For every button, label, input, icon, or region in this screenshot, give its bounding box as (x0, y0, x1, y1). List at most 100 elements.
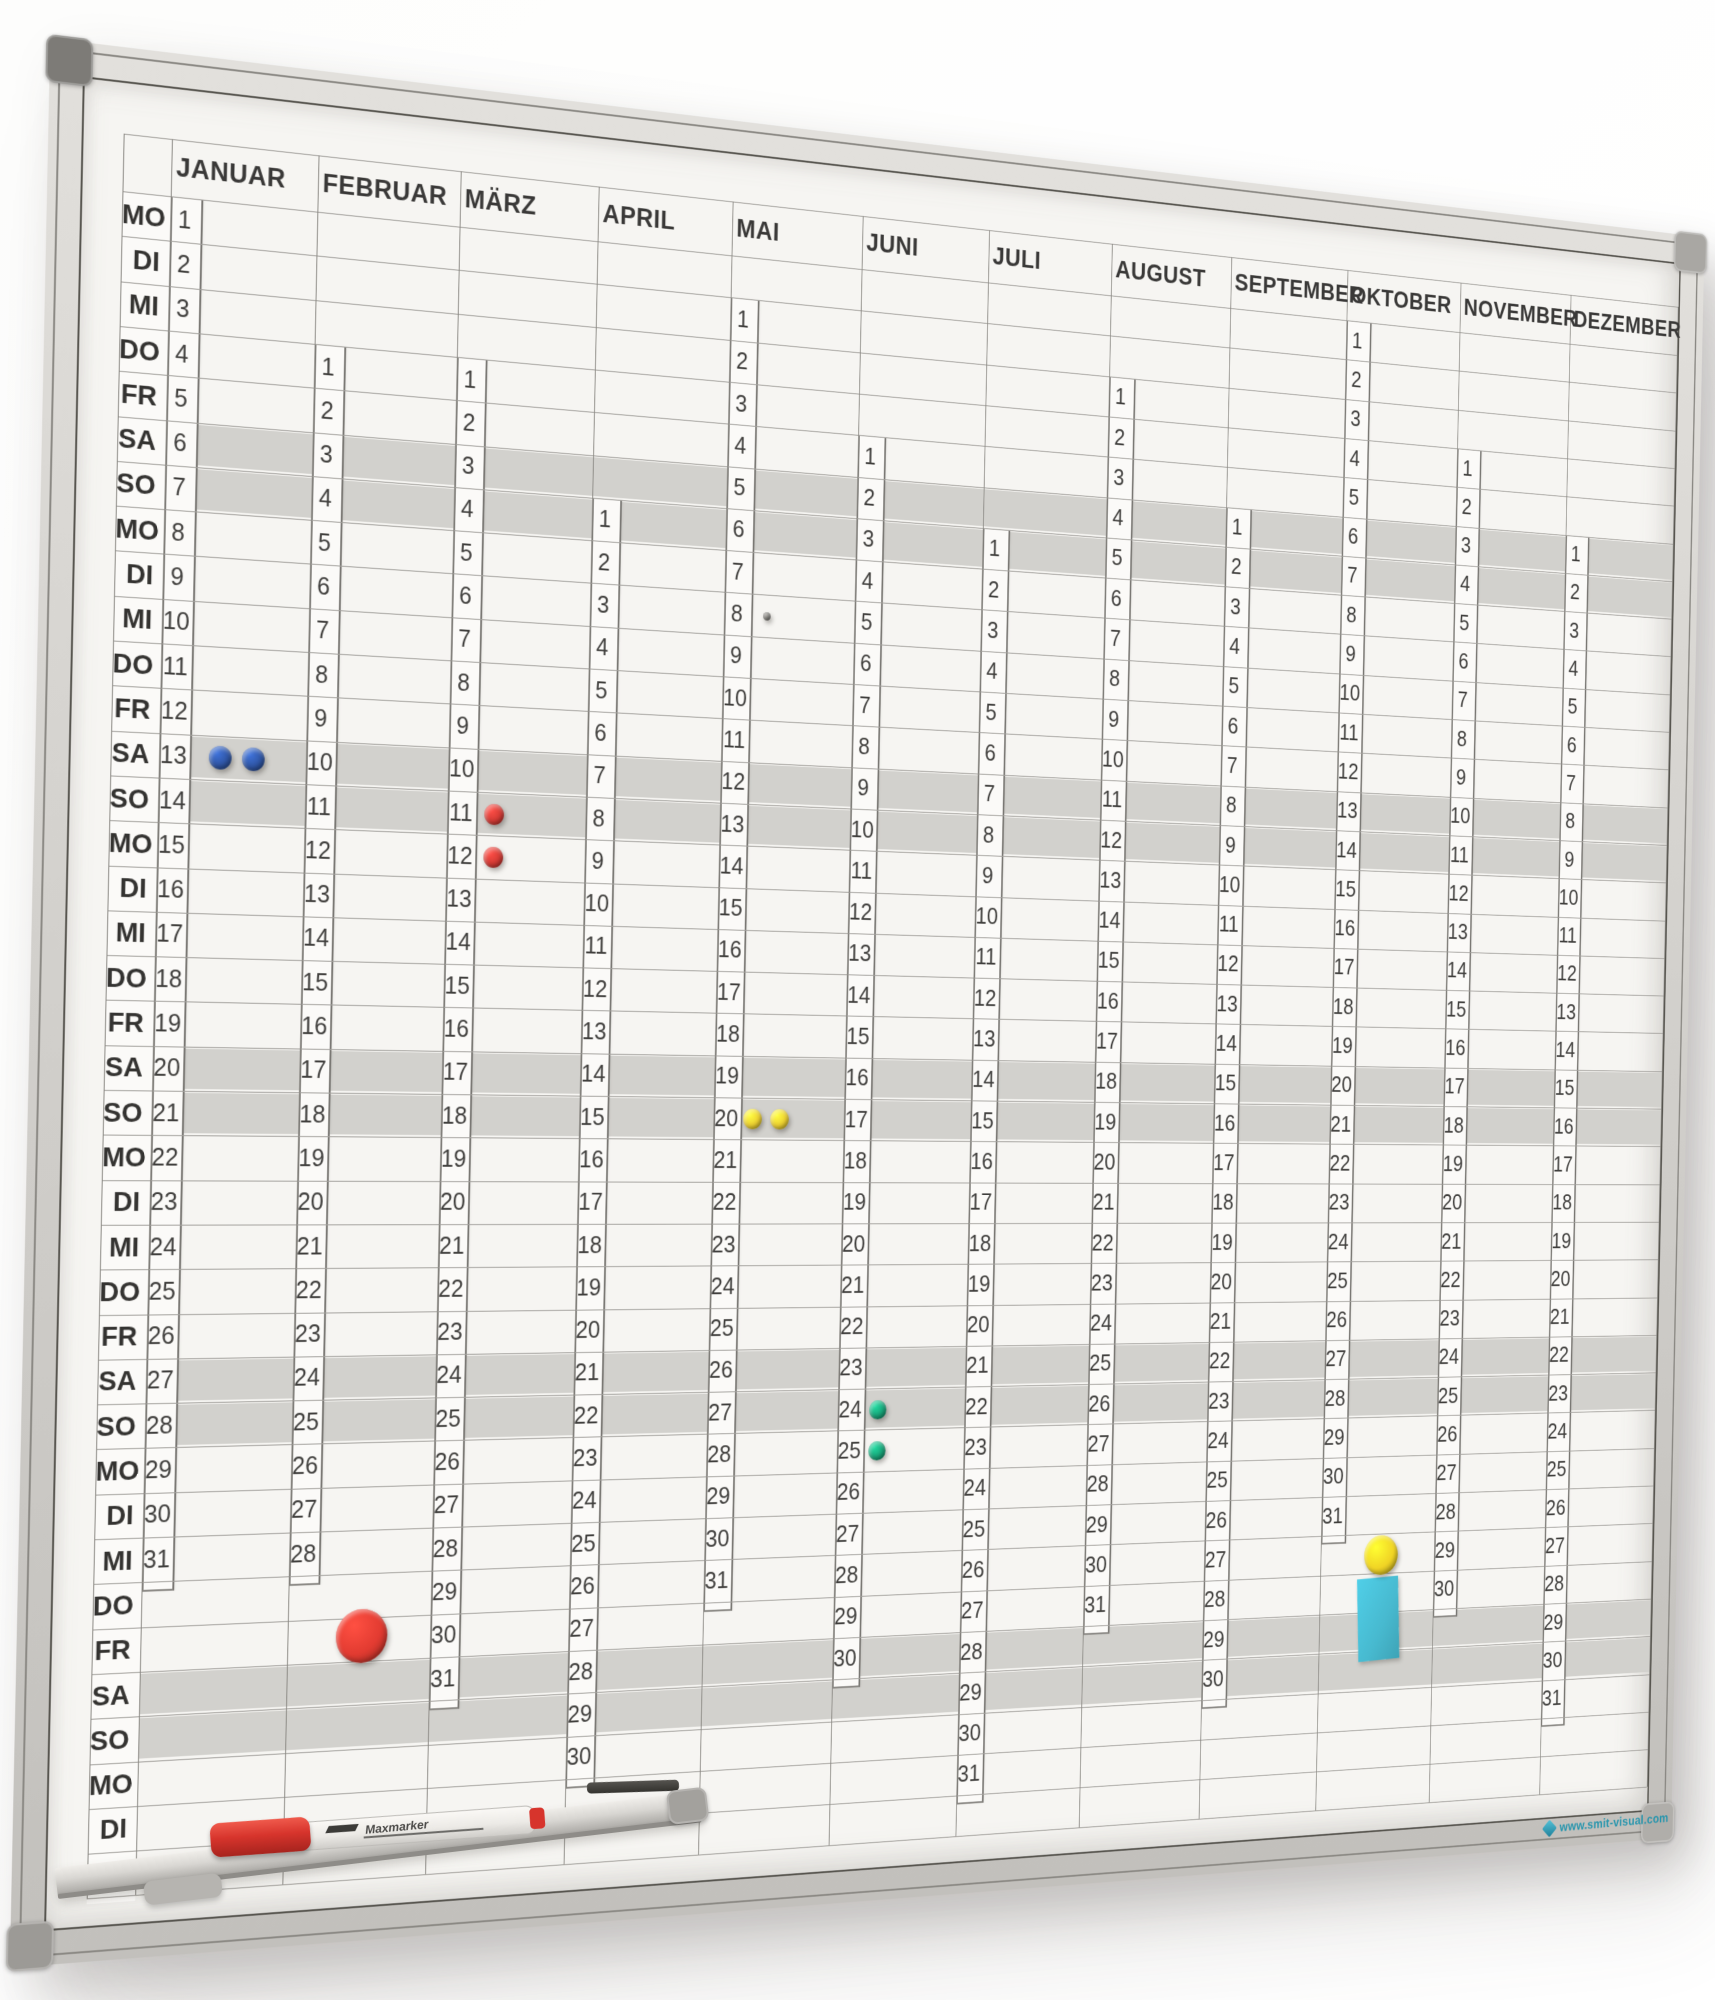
weekday-label: MO (88, 1768, 134, 1802)
day-cell-november-28: 28 (1435, 1499, 1456, 1525)
day-cell-november-17: 17 (1444, 1074, 1465, 1099)
day-cell-august-5: 5 (1111, 545, 1123, 572)
planner-board: MO DI MI DO FR SA SO MO DI MI DO FR SA SO MO DI MI DO FR SA… (5, 33, 1708, 1973)
day-cell-januar-26: 26 (147, 1322, 175, 1351)
day-cell-februar-21: 21 (296, 1232, 323, 1260)
day-cell-dezember-9: 9 (1564, 847, 1575, 872)
day-cell-juni-23: 23 (839, 1355, 863, 1382)
day-cell-januar-24: 24 (149, 1233, 177, 1261)
day-cell-dezember-3: 3 (1569, 618, 1580, 643)
day-cell-juli-6: 6 (984, 740, 997, 767)
day-cell-mai-26: 26 (708, 1357, 734, 1384)
day-cell-november-10: 10 (1450, 803, 1471, 829)
day-cell-oktober-16: 16 (1334, 916, 1356, 942)
day-cell-oktober-4: 4 (1349, 445, 1361, 472)
day-cell-februar-1: 1 (321, 352, 335, 382)
day-cell-juni-17: 17 (844, 1106, 869, 1133)
day-cell-april-24: 24 (571, 1487, 597, 1515)
day-cell-august-13: 13 (1099, 867, 1122, 894)
day-cell-märz-22: 22 (438, 1275, 464, 1303)
brand-diamond-icon (1542, 1819, 1557, 1838)
day-cell-dezember-20: 20 (1550, 1267, 1571, 1292)
day-cell-november-4: 4 (1459, 572, 1471, 597)
month-header-dezember: DEZEMBER (1573, 306, 1682, 343)
day-cell-februar-20: 20 (297, 1188, 324, 1216)
day-cell-mai-10: 10 (722, 684, 748, 712)
day-cell-august-12: 12 (1100, 827, 1123, 854)
day-cell-mai-3: 3 (735, 390, 748, 418)
day-cell-juni-13: 13 (847, 940, 872, 968)
day-cell-november-2: 2 (1461, 494, 1473, 520)
day-cell-august-10: 10 (1101, 746, 1125, 773)
day-cell-januar-19: 19 (154, 1009, 182, 1038)
day-cell-dezember-4: 4 (1568, 656, 1579, 682)
day-cell-august-31: 31 (1084, 1592, 1107, 1619)
day-cell-dezember-8: 8 (1565, 809, 1576, 834)
weekday-label: DO (92, 1589, 134, 1622)
day-cell-november-26: 26 (1437, 1422, 1458, 1447)
day-cell-oktober-31: 31 (1322, 1503, 1344, 1529)
weekday-label: DO (99, 1275, 141, 1307)
day-cell-juli-2: 2 (987, 576, 1000, 604)
day-cell-november-22: 22 (1440, 1268, 1461, 1293)
day-cell-oktober-7: 7 (1346, 563, 1358, 589)
day-cell-märz-6: 6 (458, 582, 472, 610)
day-cell-märz-15: 15 (444, 972, 471, 1000)
day-cell-august-18: 18 (1095, 1069, 1118, 1095)
day-cell-dezember-12: 12 (1557, 962, 1577, 987)
column-separator (1646, 306, 1679, 1788)
day-cell-oktober-22: 22 (1329, 1151, 1351, 1176)
day-cell-dezember-13: 13 (1556, 1000, 1577, 1025)
day-cell-oktober-21: 21 (1330, 1112, 1352, 1137)
day-cell-januar-25: 25 (148, 1277, 176, 1306)
grid-top-border (123, 133, 1678, 308)
day-cell-mai-18: 18 (715, 1021, 741, 1048)
weekday-label: SA (118, 422, 157, 457)
marker-red-plug (529, 1807, 546, 1830)
day-cell-september-18: 18 (1212, 1190, 1234, 1216)
day-cell-september-11: 11 (1218, 912, 1239, 938)
day-cell-november-8: 8 (1456, 726, 1468, 752)
grid-line-h (100, 1221, 1659, 1226)
weekday-label: MI (115, 916, 147, 949)
day-cell-juli-22: 22 (965, 1393, 989, 1420)
day-cell-november-1: 1 (1462, 456, 1473, 481)
day-cell-april-18: 18 (577, 1231, 603, 1259)
day-cell-august-16: 16 (1096, 988, 1119, 1015)
weekday-label: SO (109, 781, 150, 815)
day-cell-august-17: 17 (1095, 1028, 1119, 1055)
pen-tray-rod (586, 1779, 680, 1794)
day-cell-juni-18: 18 (843, 1148, 868, 1174)
day-cell-juli-27: 27 (960, 1597, 984, 1625)
day-cell-dezember-26: 26 (1545, 1495, 1566, 1521)
magnet-green-round-small (868, 1399, 887, 1420)
day-cell-juli-10: 10 (975, 903, 999, 930)
magnet-red-round-large (335, 1607, 388, 1665)
day-cell-februar-27: 27 (290, 1496, 318, 1525)
day-cell-november-29: 29 (1434, 1538, 1456, 1564)
day-cell-februar-19: 19 (298, 1144, 325, 1172)
day-cell-mai-28: 28 (707, 1441, 732, 1469)
month-header-märz: MÄRZ (464, 184, 537, 221)
grid-line-h (113, 595, 1670, 696)
weekday-label: FR (107, 1006, 145, 1039)
day-cell-april-7: 7 (593, 762, 606, 790)
day-cell-märz-28: 28 (432, 1534, 459, 1563)
day-cell-januar-27: 27 (146, 1366, 174, 1395)
day-cell-juli-8: 8 (982, 822, 995, 848)
day-cell-märz-4: 4 (460, 495, 474, 524)
weekday-label: MI (102, 1544, 133, 1577)
day-cell-juli-26: 26 (961, 1557, 985, 1584)
weekday-label: MO (115, 512, 160, 547)
day-cell-februar-5: 5 (317, 528, 332, 557)
day-cell-oktober-3: 3 (1350, 406, 1361, 432)
day-cell-mai-17: 17 (716, 979, 742, 1006)
weekday-label: SA (98, 1365, 137, 1397)
month-header-oktober: OKTOBER (1350, 281, 1452, 319)
day-cell-september-14: 14 (1215, 1031, 1238, 1057)
day-cell-mai-14: 14 (719, 852, 744, 880)
day-cell-mai-31: 31 (704, 1567, 729, 1595)
day-cell-oktober-23: 23 (1328, 1190, 1350, 1215)
day-cell-august-24: 24 (1089, 1310, 1113, 1337)
